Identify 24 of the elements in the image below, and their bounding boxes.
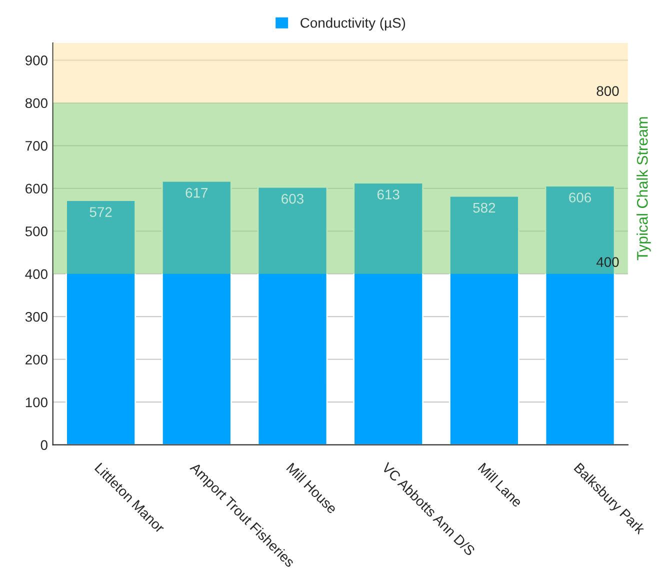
bar	[257, 186, 328, 445]
band-label: Typical Chalk Stream	[636, 117, 651, 260]
data-label: 582	[473, 202, 496, 213]
bar	[353, 182, 424, 445]
y-tick-label: 0	[40, 440, 48, 450]
legend-label: Conductivity (µS)	[300, 18, 406, 31]
y-tick-label: 800	[25, 98, 48, 108]
y-tick-label: 600	[26, 184, 48, 194]
data-label: 617	[186, 188, 208, 198]
data-label: 613	[377, 190, 400, 200]
data-label: 606	[569, 192, 592, 202]
data-label: 603	[282, 194, 304, 204]
y-tick-label: 100	[26, 397, 48, 408]
y-tick-label: 500	[25, 226, 48, 236]
y-tick-label: 300	[25, 312, 48, 322]
bar	[161, 180, 232, 445]
bar	[66, 200, 136, 445]
bar	[448, 195, 520, 445]
annotation: 800	[596, 86, 619, 96]
y-tick-label: 200	[26, 354, 48, 365]
y-tick-label: 700	[26, 140, 48, 151]
y-tick-label: 400	[25, 269, 48, 280]
data-label: 572	[90, 207, 112, 217]
y-tick-label: 900	[26, 55, 48, 66]
